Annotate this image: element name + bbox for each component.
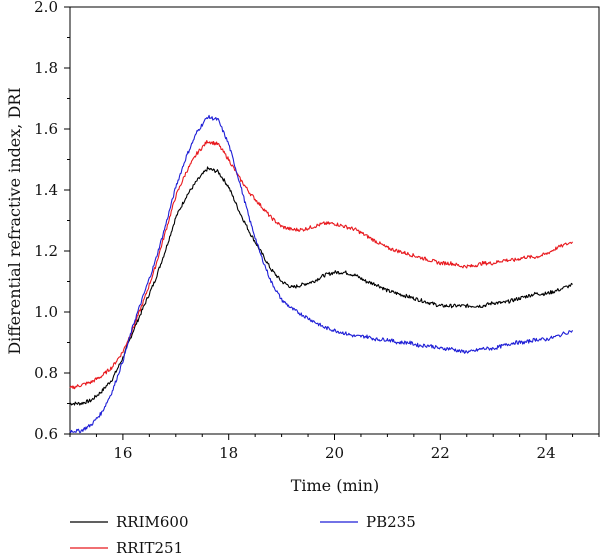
series-line-rrim600: [69, 166, 573, 406]
x-axis: 16 18 20 22 24: [69, 434, 600, 462]
legend-label-rrit251: RRIT251: [116, 539, 183, 557]
x-tick-label: 24: [537, 444, 556, 462]
y-tick-label: 0.8: [34, 364, 58, 382]
x-tick-label: 18: [219, 444, 238, 462]
legend: RRIM600 RRIT251 PB235: [70, 513, 416, 557]
x-tick-label: 20: [325, 444, 344, 462]
y-tick-label: 1.4: [34, 181, 58, 199]
y-tick-label: 1.0: [34, 303, 58, 321]
y-tick-label: 1.8: [34, 59, 58, 77]
x-tick-label: 22: [431, 444, 450, 462]
plot-area: [69, 6, 600, 435]
x-tick-label: 16: [113, 444, 132, 462]
y-tick-label: 0.6: [34, 425, 58, 443]
y-tick-label: 1.6: [34, 120, 58, 138]
y-axis: 0.6 0.8 1.0 1.2 1.4 1.6 1.8 2.0: [34, 0, 70, 443]
series-layer: [69, 114, 574, 434]
legend-label-rrim600: RRIM600: [116, 513, 189, 531]
y-axis-title: Differential refractive index, DRI: [5, 87, 24, 354]
x-axis-title: Time (min): [291, 476, 380, 495]
series-line-rrit251: [69, 140, 573, 390]
y-tick-label: 2.0: [34, 0, 58, 16]
y-tick-label: 1.2: [34, 242, 58, 260]
series-line-pb235: [69, 114, 574, 434]
plot-frame: [69, 6, 600, 435]
legend-label-pb235: PB235: [366, 513, 416, 531]
